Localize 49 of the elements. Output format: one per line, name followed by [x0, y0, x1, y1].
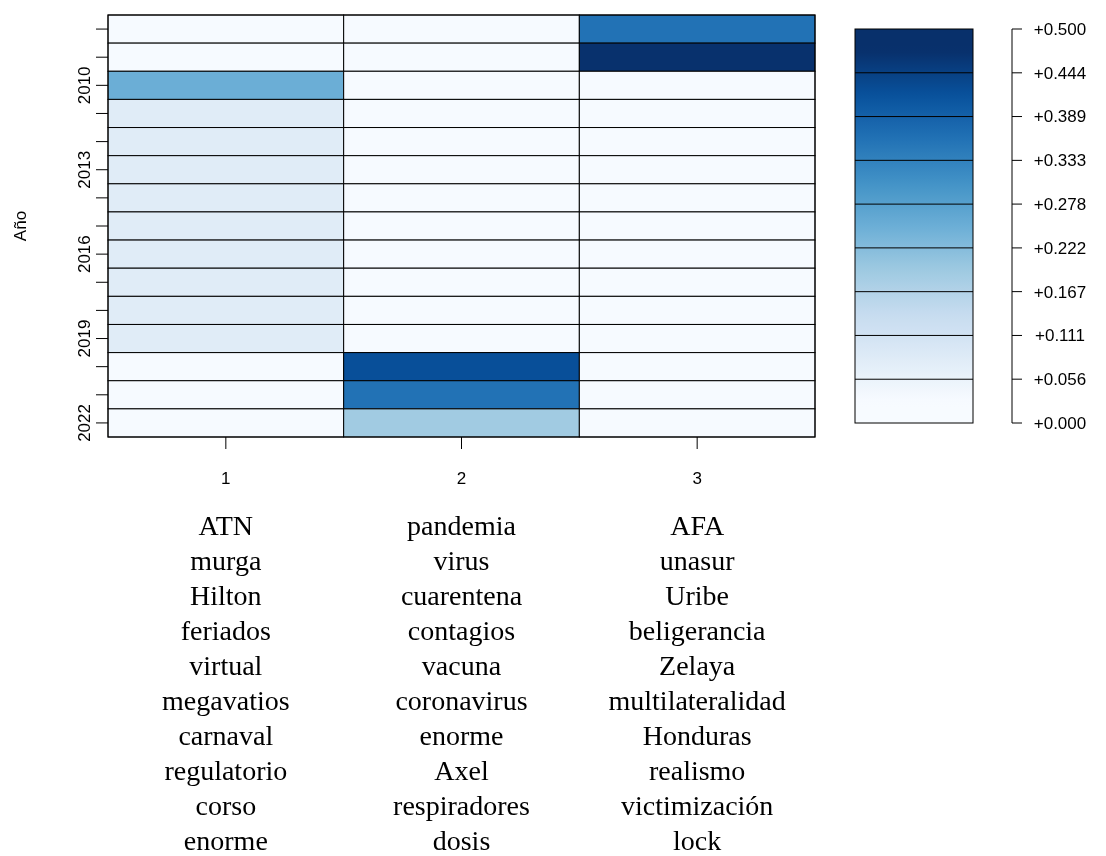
y-tick-label: 2019	[75, 319, 94, 358]
text: regulatorio	[164, 755, 288, 786]
color-bar-label: +0.000	[1033, 413, 1087, 433]
text: feriados	[180, 615, 271, 646]
text: Zelaya	[659, 650, 736, 681]
text: Uribe	[665, 580, 730, 611]
text: respiradores	[393, 790, 530, 821]
text: coronavirus	[395, 685, 528, 716]
text: virus	[433, 545, 490, 576]
y-axis-title: Año	[11, 210, 30, 242]
text: Hilton	[190, 580, 262, 611]
text: carnaval	[178, 720, 274, 751]
text: AFA	[670, 510, 725, 541]
text: realismo	[648, 755, 746, 786]
text: enorme	[183, 825, 268, 856]
text: Honduras	[642, 720, 752, 751]
y-tick-label: 2022	[75, 404, 94, 442]
color-bar-label: +0.056	[1033, 370, 1087, 390]
x-tick-label: 1	[221, 469, 231, 488]
text: virtual	[189, 650, 263, 681]
color-bar-label: +0.500	[1033, 19, 1087, 39]
text: cuarentena	[400, 580, 523, 611]
text: Axel	[434, 755, 489, 786]
color-bar-label: +0.111	[1035, 326, 1085, 346]
color-bar-label: +0.222	[1033, 238, 1087, 258]
text: pandemia	[407, 510, 517, 541]
text: dosis	[432, 825, 491, 856]
x-tick-label: 2	[456, 469, 467, 488]
y-tick-label: 2013	[75, 150, 94, 189]
color-bar-label: +0.278	[1033, 195, 1087, 215]
text: corso	[195, 790, 257, 821]
y-tick-label: 2016	[75, 235, 94, 274]
text: lock	[673, 825, 722, 856]
text: beligerancia	[628, 615, 767, 646]
text: vacuna	[421, 650, 502, 681]
color-bar-label: +0.389	[1033, 107, 1087, 127]
x-tick-label: 3	[692, 469, 702, 488]
text: ATN	[198, 510, 254, 541]
text: enorme	[419, 720, 504, 751]
color-bar-label: +0.167	[1033, 282, 1087, 302]
text: unasur	[659, 545, 736, 576]
text: victimización	[620, 790, 774, 821]
y-tick-label: 2010	[75, 66, 94, 105]
text: contagios	[407, 615, 516, 646]
color-bar-label: +0.444	[1033, 63, 1087, 83]
text: megavatios	[162, 685, 290, 716]
text: multilateralidad	[608, 685, 786, 716]
color-bar-label: +0.333	[1033, 151, 1087, 171]
text: murga	[190, 545, 262, 576]
